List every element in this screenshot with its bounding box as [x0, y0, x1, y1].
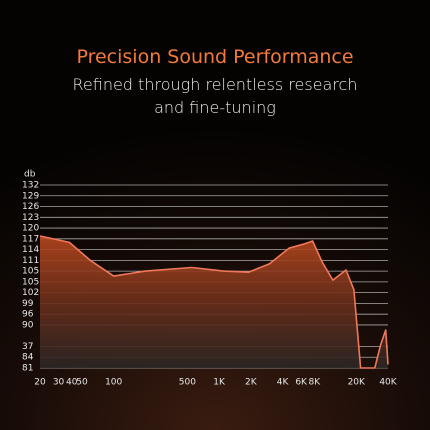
response-area	[40, 236, 388, 368]
x-tick-label: 2K	[245, 378, 258, 388]
y-tick-label: 90	[22, 320, 34, 330]
y-axis-label: db	[24, 170, 36, 180]
x-tick-label: 20K	[348, 378, 366, 388]
title: Precision Sound Performance	[76, 46, 354, 68]
y-tick-label: 81	[22, 364, 33, 374]
x-tick-label: 1K	[213, 378, 226, 388]
y-tick-label: 37	[22, 342, 33, 352]
y-tick-label: 129	[22, 191, 39, 201]
x-tick-label: 6K	[295, 378, 308, 388]
x-tick-label: 20	[34, 378, 46, 388]
x-tick-label: 4K	[277, 378, 290, 388]
y-tick-label: 132	[22, 181, 39, 191]
x-tick-label: 50	[76, 378, 88, 388]
y-tick-label: 126	[22, 202, 39, 212]
y-tick-label: 99	[22, 299, 34, 309]
y-tick-label: 123	[22, 213, 39, 223]
x-tick-label: 500	[179, 378, 196, 388]
x-tick-label: 40	[66, 378, 78, 388]
y-tick-label: 105	[22, 277, 39, 287]
y-tick-label: 84	[22, 353, 34, 363]
x-tick-label: 100	[105, 378, 122, 388]
y-tick-label: 120	[22, 224, 39, 234]
y-tick-label: 117	[22, 234, 39, 244]
y-tick-label: 114	[22, 245, 39, 255]
response-line	[39, 235, 389, 369]
y-tick-label: 105	[22, 267, 39, 277]
y-tick-label: 111	[22, 256, 39, 266]
subtitle: Refined through relentless research and …	[72, 75, 358, 117]
y-tick-label: 102	[22, 288, 39, 298]
x-tick-label: 30	[53, 378, 65, 388]
y-tick-label: 96	[22, 310, 34, 320]
x-tick-label: 8K	[308, 378, 321, 388]
x-tick-label: 40K	[379, 378, 397, 388]
